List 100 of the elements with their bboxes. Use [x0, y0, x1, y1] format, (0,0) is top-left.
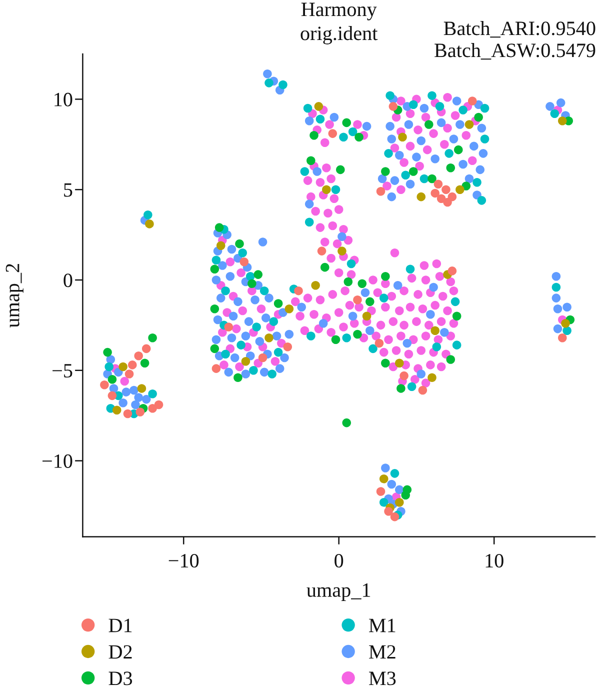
point — [430, 188, 440, 198]
point — [221, 350, 230, 358]
point — [428, 91, 436, 100]
point — [401, 490, 410, 500]
point — [428, 174, 436, 184]
x-tick-label: −10 — [168, 554, 199, 568]
point — [124, 370, 134, 378]
point — [268, 370, 276, 378]
point — [362, 312, 372, 321]
point — [283, 342, 292, 352]
y-tick-label: −5 — [52, 364, 72, 378]
point — [108, 375, 117, 384]
point — [306, 156, 316, 166]
point — [241, 356, 250, 366]
point — [128, 360, 137, 370]
point — [454, 145, 463, 154]
point — [104, 362, 114, 372]
legend-label: D3 — [108, 672, 132, 686]
point — [456, 185, 464, 194]
point — [303, 104, 312, 113]
point — [406, 264, 415, 274]
y-tick-label: 10 — [54, 92, 72, 106]
point — [348, 127, 358, 136]
point — [148, 333, 157, 342]
point — [346, 259, 356, 268]
point — [452, 340, 462, 350]
point — [300, 167, 310, 176]
annotation: Batch_ASW:0.5479 — [434, 43, 596, 60]
point — [136, 408, 145, 416]
point — [320, 262, 330, 272]
point — [224, 322, 234, 332]
point — [264, 78, 274, 88]
point — [210, 344, 220, 354]
point — [306, 332, 316, 340]
point — [374, 338, 384, 348]
point — [384, 149, 393, 158]
point — [235, 239, 244, 248]
point — [145, 220, 154, 228]
point — [344, 277, 353, 286]
point — [134, 352, 143, 360]
point — [432, 342, 442, 352]
point — [435, 102, 444, 111]
point — [234, 373, 242, 382]
point — [269, 317, 278, 326]
point — [452, 312, 462, 321]
point — [154, 400, 164, 410]
point — [480, 134, 490, 144]
point — [379, 294, 388, 302]
point — [294, 286, 303, 296]
point — [258, 353, 268, 362]
point — [428, 373, 436, 382]
point — [400, 371, 408, 380]
point — [416, 192, 426, 202]
legend-label: M3 — [369, 672, 396, 686]
point — [148, 404, 157, 413]
point — [381, 167, 390, 176]
point — [336, 165, 345, 174]
point — [472, 178, 482, 187]
point — [354, 132, 364, 142]
point — [278, 80, 288, 90]
point — [550, 109, 560, 118]
point — [390, 469, 400, 478]
text: Batch_ARI:0.9540 — [444, 21, 596, 38]
point — [448, 266, 457, 276]
point — [212, 256, 221, 264]
point — [418, 386, 428, 395]
chart-subtitle: orig.ident — [300, 26, 378, 44]
point — [434, 180, 443, 189]
point — [339, 132, 348, 142]
point — [140, 358, 150, 368]
point — [458, 106, 468, 114]
point — [381, 272, 390, 281]
legend-label: D1 — [108, 618, 132, 632]
point — [322, 185, 331, 194]
x-tick-label: 10 — [486, 554, 504, 568]
point — [562, 326, 572, 335]
point — [446, 164, 456, 172]
point — [401, 170, 410, 180]
point — [311, 281, 320, 290]
point — [464, 120, 474, 129]
point — [395, 358, 404, 368]
point — [376, 187, 386, 196]
point — [304, 218, 314, 227]
point — [443, 198, 452, 207]
point — [210, 304, 220, 314]
legend-label: M2 — [369, 645, 396, 659]
point — [468, 96, 477, 106]
point — [368, 344, 378, 354]
point — [379, 498, 388, 507]
point — [260, 286, 269, 296]
point — [314, 102, 324, 111]
point — [390, 512, 400, 522]
point — [137, 384, 146, 393]
point — [103, 348, 112, 357]
point — [248, 279, 256, 288]
point — [254, 270, 263, 279]
point — [474, 112, 483, 122]
point — [477, 196, 486, 205]
point — [342, 418, 352, 428]
point — [420, 174, 429, 184]
